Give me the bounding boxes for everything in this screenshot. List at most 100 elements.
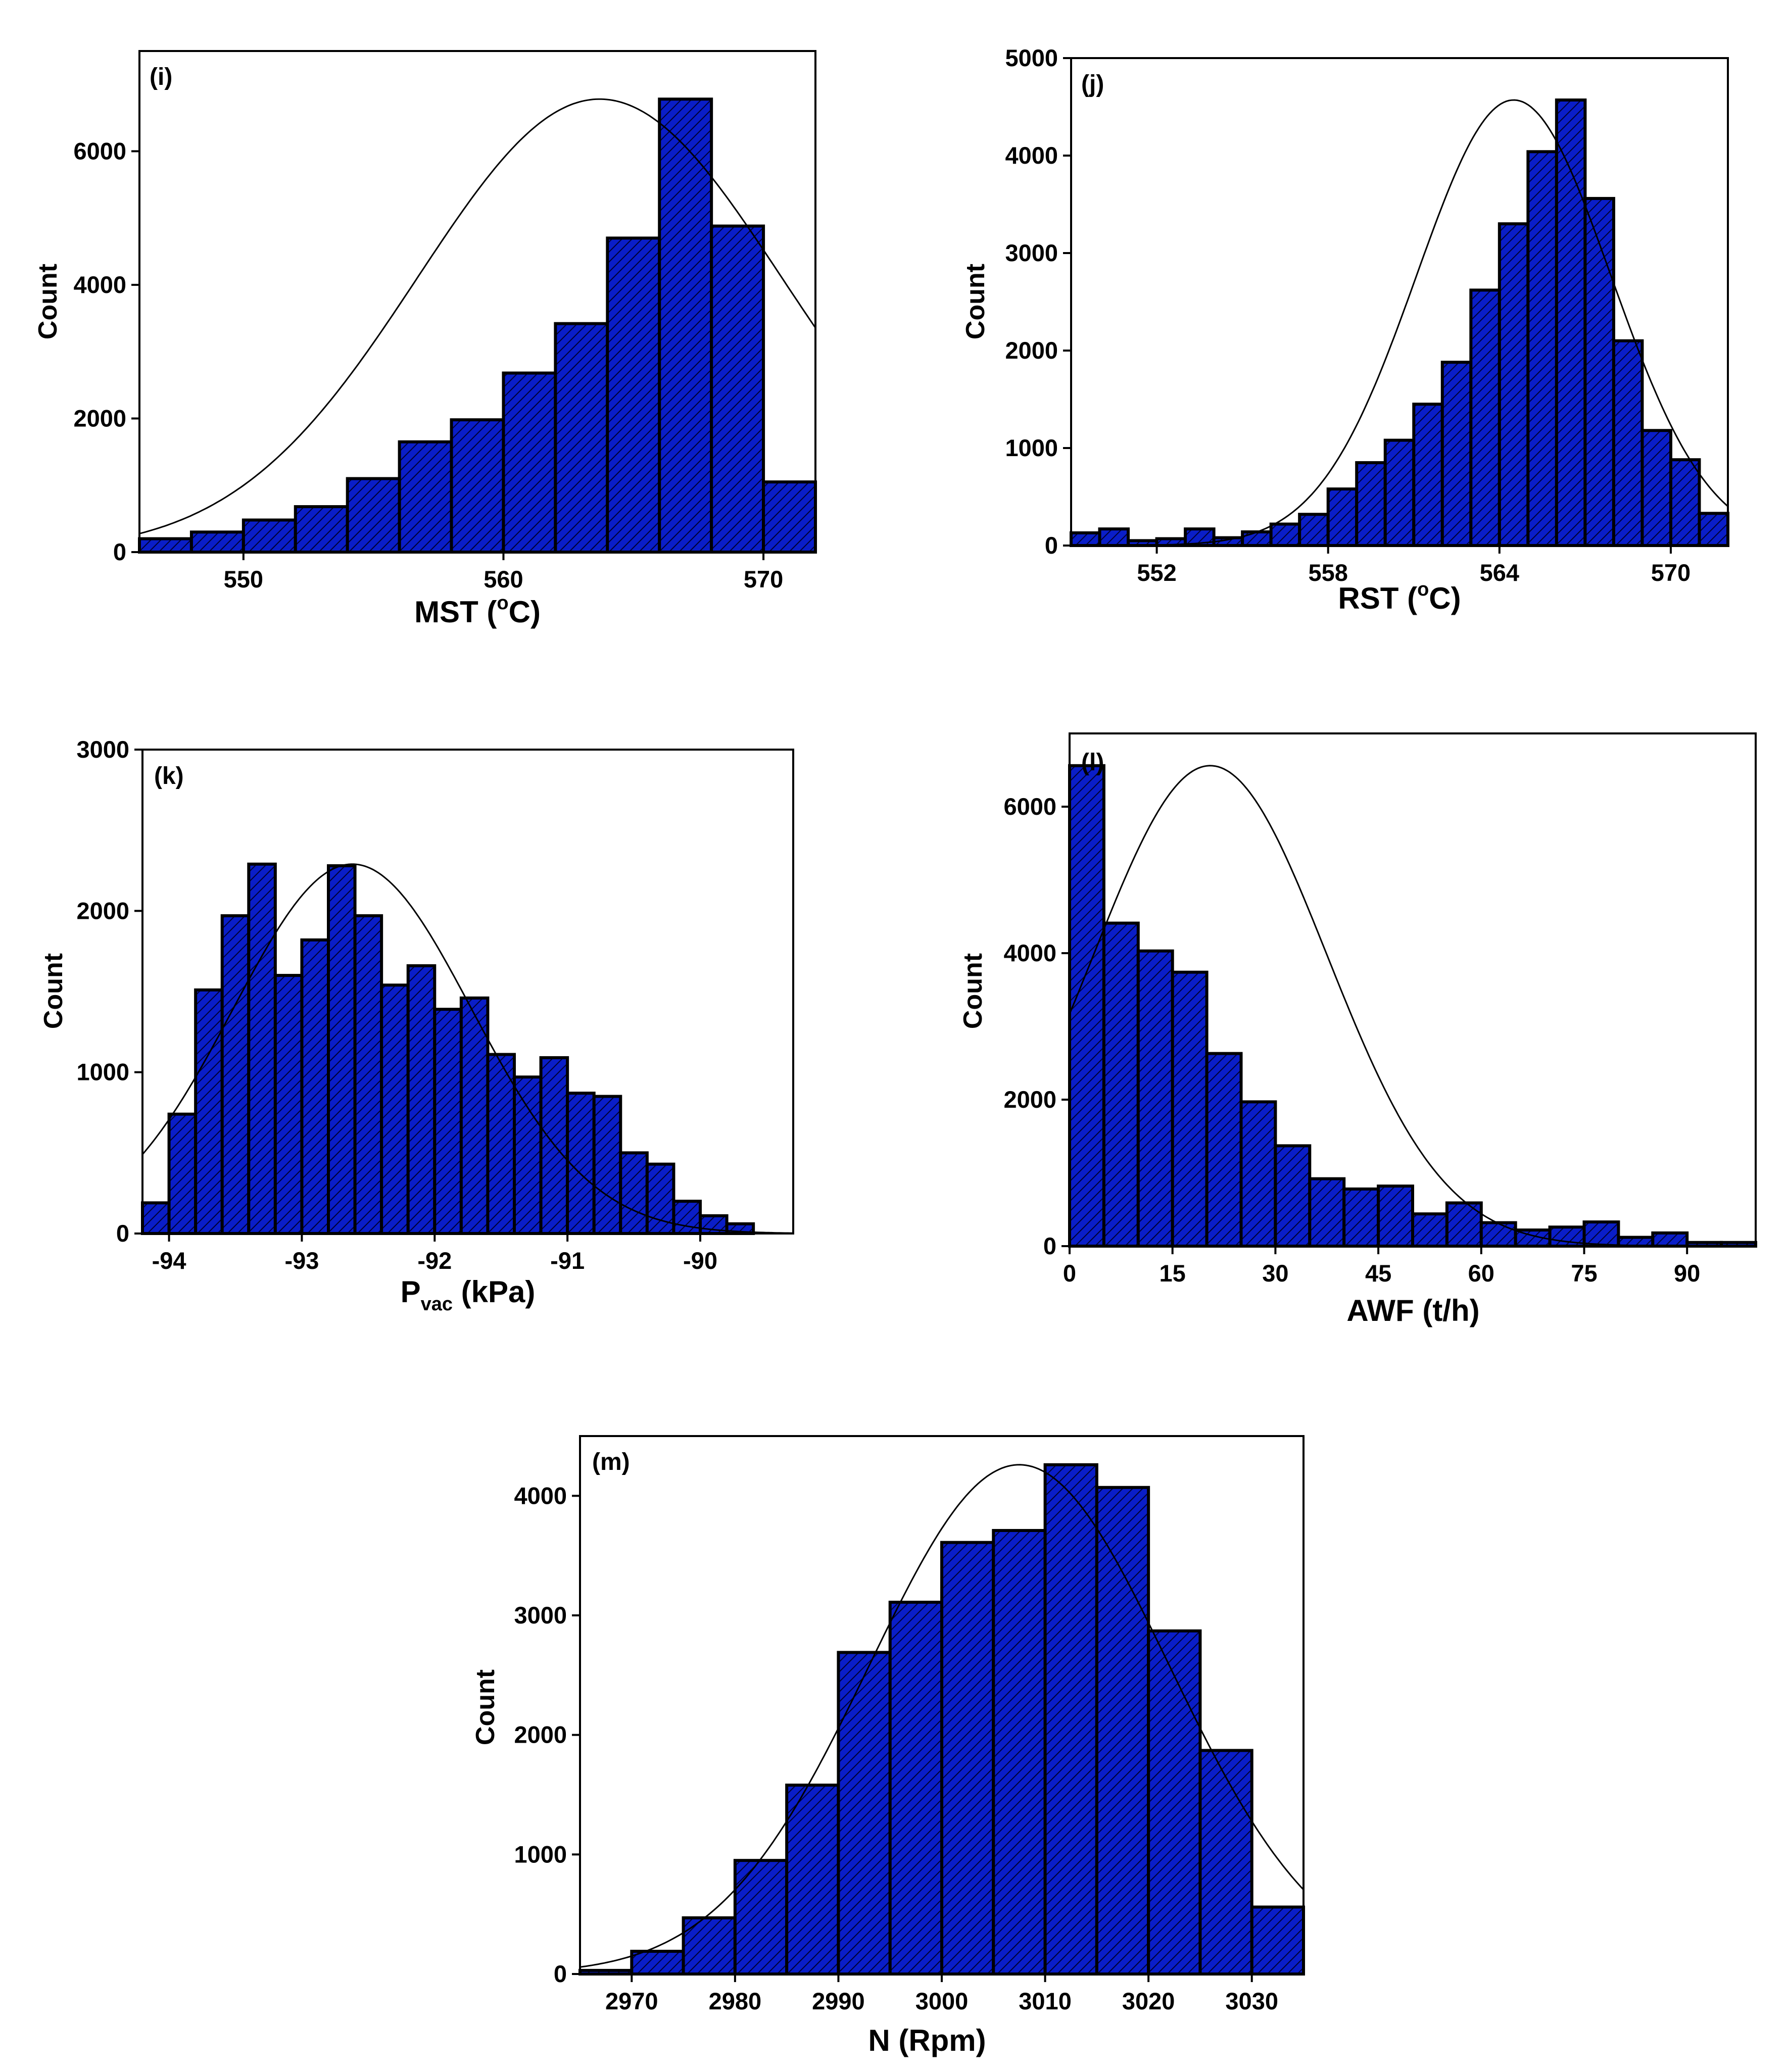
panel-label-l: (l)	[1081, 749, 1104, 776]
y-ticks-i: 0 2000 4000 6000	[73, 137, 139, 565]
x-axis-title-main-i: MST (	[414, 595, 497, 629]
bar-k-1	[167, 1112, 198, 1236]
x-ticks-l: 0 15 30 45 60 75 90	[1063, 1246, 1700, 1287]
x-tick-label-m-6: 3030	[1225, 1988, 1278, 2014]
bar-l-8	[1342, 1187, 1380, 1248]
y-tick-label-i-3: 6000	[73, 137, 126, 164]
bar-j-22	[1698, 512, 1730, 547]
bar-k-3	[220, 914, 251, 1235]
bar-k-16	[566, 1092, 596, 1235]
x-tick-label-j-3: 570	[1651, 559, 1691, 586]
bar-l-0	[1068, 764, 1105, 1248]
panel-label-i: (i)	[150, 64, 172, 90]
y-tick-label-i-2: 4000	[73, 271, 126, 298]
x-tick-label-j-2: 564	[1480, 559, 1519, 586]
x-tick-label-l-5: 75	[1571, 1260, 1597, 1287]
x-ticks-k: -94 -93 -92 -91 -90	[152, 1234, 717, 1274]
bar-l-4	[1205, 1052, 1243, 1248]
bar-j-6	[1241, 530, 1273, 547]
bar-k-13	[486, 1053, 516, 1236]
bar-i-10	[658, 97, 713, 554]
bar-j-13	[1440, 361, 1473, 547]
y-tick-label-l-0: 0	[1043, 1232, 1056, 1259]
x-ticks-i: 550 560 570	[224, 552, 783, 593]
x-axis-title-main-j: RST (	[1338, 581, 1417, 615]
x-axis-title-l: AWF (t/h)	[1346, 1294, 1479, 1327]
bar-m-4	[785, 1784, 840, 1976]
chart-panel-j: 552 558 564 570 0 1000 2000 3000 4000 5000 (j) R…	[961, 44, 1730, 615]
plot-frame-j	[1070, 57, 1729, 547]
y-axis-title-i: Count	[33, 264, 63, 339]
bar-i-9	[606, 236, 661, 554]
bar-j-0	[1070, 531, 1101, 548]
bar-m-10	[1095, 1486, 1150, 1976]
bar-k-20	[672, 1200, 702, 1235]
normal-fit-curve-k	[141, 863, 794, 1234]
bar-l-1	[1102, 921, 1140, 1248]
y-axis-title-j: Count	[961, 264, 990, 339]
bar-i-8	[554, 322, 609, 554]
bar-i-2	[242, 518, 297, 554]
x-tick-label-l-4: 60	[1468, 1260, 1494, 1287]
y-tick-label-l-2: 4000	[1003, 940, 1056, 966]
bar-j-12	[1412, 403, 1444, 548]
bar-i-1	[189, 530, 245, 554]
y-tick-label-m-1: 1000	[514, 1841, 567, 1867]
bar-j-17	[1555, 98, 1587, 548]
bar-m-11	[1147, 1629, 1202, 1976]
bar-m-2	[682, 1916, 737, 1976]
y-ticks-k: 0 1000 2000 3000	[76, 736, 142, 1247]
bar-j-9	[1326, 487, 1359, 547]
bar-k-17	[592, 1095, 622, 1235]
y-tick-label-m-2: 2000	[514, 1721, 567, 1748]
bar-k-7	[327, 864, 357, 1236]
bar-l-12	[1479, 1221, 1517, 1248]
bar-k-11	[433, 1008, 463, 1236]
bar-k-0	[141, 1201, 171, 1235]
x-ticks-j: 552 558 564 570	[1137, 546, 1691, 586]
y-ticks-l: 0 2000 4000 6000	[1003, 793, 1070, 1259]
normal-fit-curve-m	[580, 1464, 1305, 1968]
bar-l-17	[1651, 1231, 1689, 1248]
bar-m-3	[733, 1859, 789, 1976]
x-axis-title-sup-j: o	[1417, 579, 1429, 600]
x-tick-label-k-0: -94	[152, 1247, 186, 1274]
bar-k-2	[194, 988, 224, 1235]
bar-l-6	[1274, 1144, 1312, 1248]
bar-m-8	[992, 1528, 1047, 1976]
bar-l-10	[1411, 1212, 1449, 1248]
bar-i-5	[398, 440, 453, 554]
chart-panel-k: -94 -93 -92 -91 -90 0 1000 2000 3000 (k) Pvac (…	[39, 736, 794, 1315]
y-tick-label-j-0: 0	[1045, 532, 1058, 559]
y-axis-title-k: Count	[39, 953, 68, 1029]
y-tick-label-j-5: 5000	[1005, 44, 1058, 71]
bar-j-16	[1526, 150, 1558, 547]
bar-l-15	[1582, 1220, 1620, 1248]
bars-m	[578, 1463, 1306, 1976]
x-tick-label-i-1: 560	[484, 566, 523, 593]
bar-i-4	[346, 477, 401, 554]
x-tick-label-k-1: -93	[284, 1247, 319, 1274]
y-tick-label-j-2: 2000	[1005, 337, 1058, 364]
x-axis-title-k: Pvac (kPa)	[401, 1275, 536, 1315]
bar-l-7	[1308, 1177, 1346, 1248]
y-tick-label-k-3: 3000	[76, 736, 129, 763]
x-tick-label-j-0: 552	[1137, 559, 1176, 586]
bar-i-3	[294, 505, 349, 554]
bar-m-9	[1043, 1463, 1098, 1976]
x-tick-label-j-1: 558	[1308, 559, 1347, 586]
y-tick-label-l-1: 2000	[1003, 1086, 1056, 1113]
x-tick-label-k-3: -91	[550, 1247, 585, 1274]
bar-m-1	[630, 1950, 685, 1976]
bar-j-10	[1355, 461, 1387, 548]
x-axis-title-tail-j: C)	[1429, 581, 1461, 615]
bar-i-7	[502, 371, 557, 554]
y-tick-label-j-3: 3000	[1005, 239, 1058, 266]
panel-label-m: (m)	[592, 1449, 630, 1475]
bar-k-10	[406, 964, 437, 1235]
x-axis-title-sup-i: o	[497, 593, 508, 614]
x-axis-title-sub-k: vac	[421, 1294, 453, 1315]
x-axis-title-tail-k: (kPa)	[453, 1275, 535, 1309]
bar-i-12	[762, 480, 817, 554]
